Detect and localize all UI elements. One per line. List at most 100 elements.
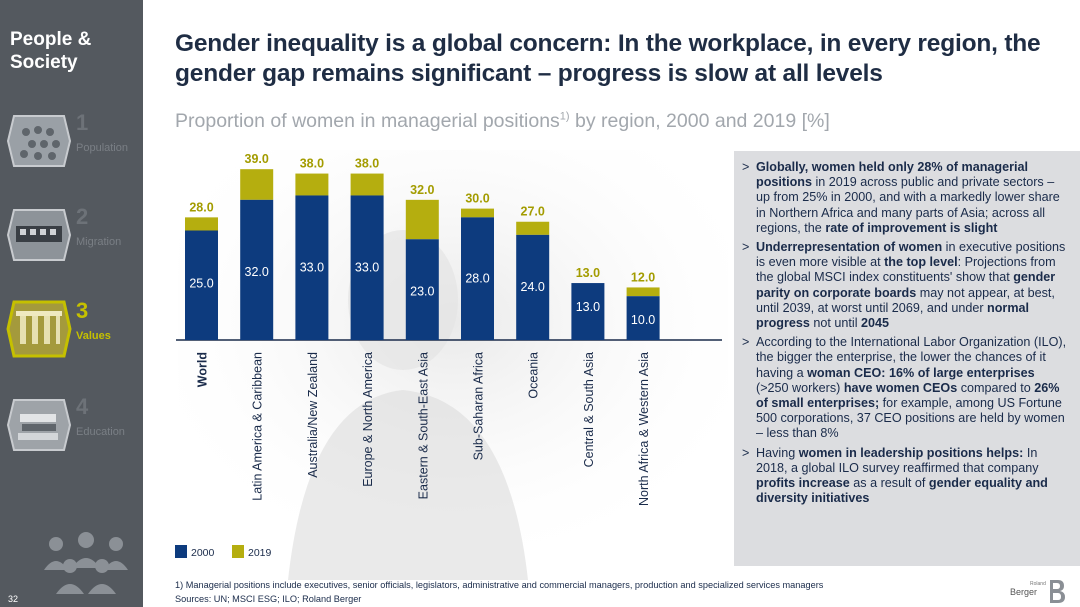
bullet-text: (>250 workers): [756, 380, 844, 395]
data-label-2019: 27.0: [521, 205, 545, 219]
sidebar-item-values[interactable]: 3 Values: [6, 298, 143, 362]
data-label-2000: 33.0: [300, 260, 324, 274]
bar-2019: [626, 287, 660, 297]
data-label-2019: 13.0: [576, 266, 600, 280]
bullet-text: for example, among US Fortune 500 corpor…: [756, 396, 1065, 441]
legend-label-2000: 2000: [191, 547, 215, 559]
category-label: Australia/New Zealand: [306, 352, 320, 478]
data-label-2000: 25.0: [189, 277, 213, 291]
data-label-2019: 28.0: [189, 200, 213, 214]
sidebar-item-number: 1: [76, 110, 89, 135]
data-label-2019: 30.0: [465, 192, 489, 206]
bar-2000: [350, 195, 384, 340]
category-label: North Africa & Western Asia: [637, 352, 651, 506]
bar-2019: [240, 169, 274, 200]
sidebar: People & Society 1 Population 2 Migratio…: [0, 0, 143, 607]
data-label-2000: 10.0: [631, 313, 655, 327]
sidebar-section-title: People & Society: [10, 29, 92, 73]
sidebar-item-label: Population: [76, 142, 128, 154]
crowd-icon: [6, 115, 72, 167]
category-label: Latin America & Caribbean: [251, 352, 265, 501]
data-label-2019: 12.0: [631, 270, 655, 284]
page-number: 32: [8, 594, 19, 604]
subtitle-text: Proportion of women in managerial positi…: [175, 110, 560, 132]
bar-2000: [185, 230, 218, 340]
sidebar-item-number: 4: [76, 394, 89, 419]
data-label-2000: 24.0: [521, 280, 545, 294]
bar-2019: [516, 221, 550, 235]
bullet-text: According to the International Labor Org…: [756, 335, 1067, 380]
bullet-text: normal progress: [756, 300, 1030, 331]
bar-2019: [350, 173, 384, 196]
bullet-text: profits increase: [756, 476, 850, 491]
bullet-text: the top level: [884, 255, 958, 270]
bullet-text: in 2019 across public and private sector…: [756, 175, 1060, 235]
sidebar-item-population[interactable]: 1 Population: [6, 110, 143, 174]
data-label-2019: 32.0: [410, 183, 434, 197]
bar-2019: [461, 208, 494, 218]
bar-2019: [185, 217, 218, 231]
legend-swatch-2019: [232, 545, 244, 558]
subtitle-footnote-ref: 1): [559, 110, 570, 123]
logo-text-line1: Roland: [1030, 581, 1046, 587]
chart-subtitle: Proportion of women in managerial positi…: [175, 110, 830, 133]
data-label-2000: 33.0: [355, 260, 379, 274]
bar-2019: [295, 173, 329, 196]
bullet-text: have women CEOs: [843, 380, 958, 395]
roland-berger-logo: Roland Berger: [1010, 580, 1065, 603]
sidebar-item-label: Values: [76, 330, 111, 342]
bullet-text: 26% of small enterprises;: [756, 380, 1060, 411]
bar-2000: [405, 239, 439, 340]
bar-2000: [626, 296, 660, 340]
data-label-2000: 32.0: [245, 265, 269, 279]
bullet-text: rate of improvement is slight: [825, 220, 998, 235]
insight-bullet: Underrepresentation of women in executiv…: [742, 240, 1070, 331]
bullet-text: not until: [809, 316, 862, 331]
legend-item-2019: 2019: [232, 545, 271, 559]
bar-2000: [295, 195, 329, 340]
bullet-text: as a result of: [849, 476, 929, 491]
sidebar-item-migration[interactable]: 2 Migration: [6, 204, 143, 268]
bar-2000: [461, 217, 494, 340]
sidebar-item-label: Education: [76, 426, 125, 438]
bar-2019: [405, 199, 439, 240]
columns-icon: [6, 300, 72, 358]
sidebar-item-label: Migration: [76, 236, 122, 248]
footnote: 1) Managerial positions include executiv…: [175, 580, 824, 590]
bullet-text: gender parity on corporate boards: [756, 270, 1056, 300]
train-icon: [6, 209, 72, 261]
bullet-text: In 2018, a global ILO survey reaffirmed …: [756, 445, 1039, 475]
bullet-text: may not appear, at best, until 2039, at …: [756, 285, 1055, 315]
insight-bullet: Having women in leadership positions hel…: [742, 446, 1070, 507]
logo-text-line2: Berger: [1010, 587, 1037, 597]
bar-2000: [571, 283, 605, 340]
insight-bullet: According to the International Labor Org…: [742, 335, 1070, 441]
sidebar-item-number: 2: [76, 204, 89, 229]
insight-panel: Globally, women held only 28% of manager…: [734, 151, 1080, 566]
bullet-text: gender equality and diversity initiative…: [756, 476, 1048, 506]
bullet-text: Globally, women held only 28% of manager…: [756, 160, 1028, 190]
category-label: Sub-Saharan Africa: [472, 352, 486, 460]
insight-bullet: Globally, women held only 28% of manager…: [742, 160, 1070, 236]
data-label-2000: 13.0: [576, 300, 600, 314]
sidebar-item-education[interactable]: 4 Education: [6, 394, 143, 458]
bullet-text: compared to: [957, 380, 1035, 395]
bullet-text: in executive positions is even more visi…: [756, 240, 1066, 270]
sidebar-item-number: 3: [76, 298, 89, 323]
legend-label-2019: 2019: [248, 547, 272, 559]
books-icon: [6, 399, 72, 451]
category-label: Europe & North America: [361, 352, 375, 487]
bullet-text: woman CEO: 16% of large enterprises: [807, 365, 1035, 380]
category-label: Oceania: [527, 352, 541, 399]
subtitle-tail: by region, 2000 and 2019 [%]: [569, 110, 830, 132]
data-label-2019: 39.0: [245, 152, 269, 166]
bullet-text: women in leadership positions helps:: [798, 445, 1024, 460]
bar-2000: [516, 234, 550, 340]
page-title: Gender inequality is a global concern: I…: [175, 30, 1041, 87]
sources: Sources: UN; MSCI ESG; ILO; Roland Berge…: [175, 594, 362, 604]
bullet-text: Underrepresentation of women: [756, 240, 943, 255]
data-label-2019: 38.0: [355, 157, 379, 171]
data-label-2000: 28.0: [465, 271, 489, 285]
data-label-2000: 23.0: [410, 284, 434, 298]
category-label: Eastern & South-East Asia: [416, 352, 430, 499]
